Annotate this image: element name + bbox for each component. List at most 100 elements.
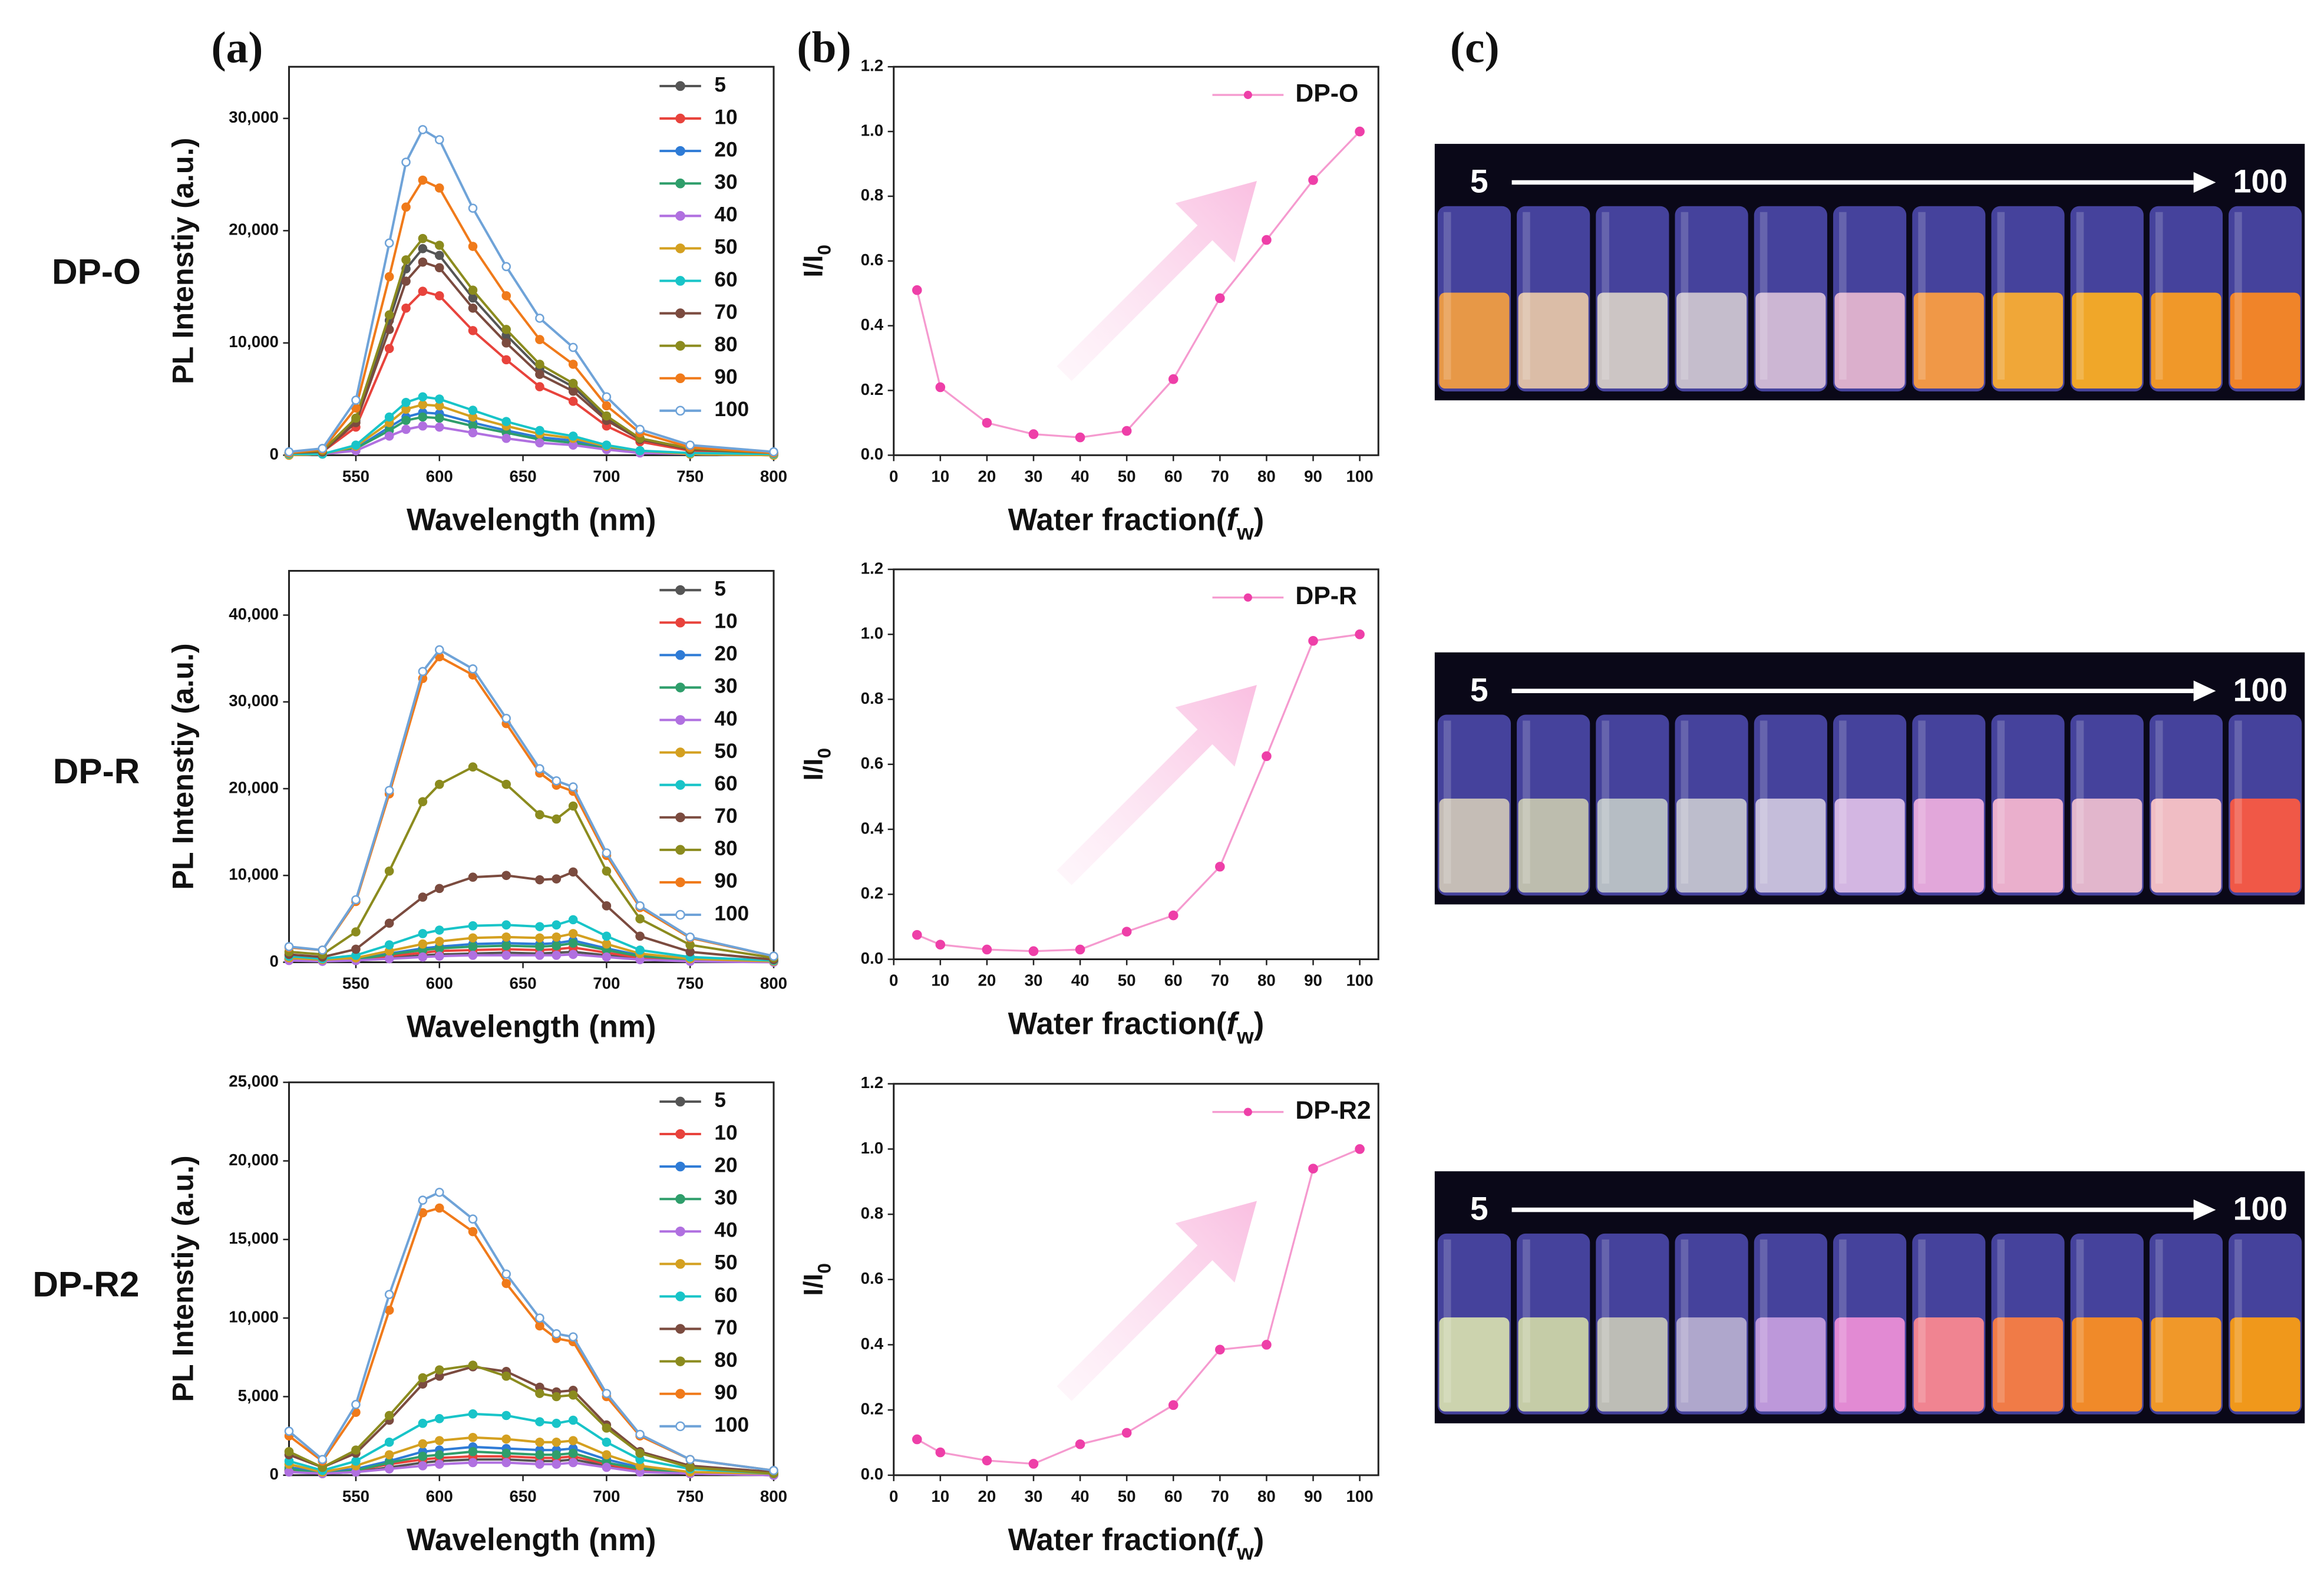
data-point [384,431,394,441]
data-point [384,866,394,876]
x-tick-label: 100 [1346,1487,1374,1505]
x-tick-label: 700 [593,1487,620,1505]
vial-liquid [1992,292,2064,389]
data-point [568,378,578,388]
x-tick-label: 60 [1164,971,1183,990]
x-tick-label: 70 [1211,467,1229,485]
y-tick-label: 10,000 [229,865,279,884]
legend-label: 70 [714,1316,737,1339]
data-point [912,285,922,295]
vial-highlight [1759,1239,1768,1403]
legend-label: 90 [714,869,737,892]
vial-liquid [1518,1317,1589,1412]
y-tick-label: 0.2 [861,884,883,902]
x-tick-label: 800 [760,467,787,485]
plot-frame [893,568,1379,960]
data-point [568,342,578,352]
data-point [685,440,695,450]
legend-marker [675,747,685,757]
data-point [602,411,612,421]
vial-liquid [1992,798,2064,893]
x-tick-label: 550 [342,1487,369,1505]
data-point [535,1389,544,1398]
data-point [468,921,478,931]
data-point [434,884,444,894]
data-point [384,1464,394,1474]
vial-highlight [1602,1239,1609,1403]
data-point [535,1321,544,1331]
vial-highlight [1681,212,1689,380]
data-point [351,1456,361,1466]
data-point [501,950,511,960]
data-point [418,1452,428,1461]
data-point [468,942,478,951]
vial-highlight [1839,212,1847,380]
data-point [501,417,511,426]
legend-marker [1243,593,1252,602]
data-point [384,1290,394,1299]
legend-label: 50 [714,236,737,259]
legend-marker [675,243,685,253]
vial-liquid [2151,798,2221,893]
data-point [635,914,645,924]
legend-label: 60 [714,1284,737,1307]
x-axis-label: Water fraction(fw) [1008,1007,1265,1049]
data-point [434,1188,444,1197]
data-point [552,814,562,824]
legend-marker [675,1161,685,1172]
vial-liquid [1676,1317,1747,1412]
data-point [418,892,428,902]
data-point [401,416,411,426]
data-point [501,338,511,348]
data-point [552,932,562,942]
legend-label: 40 [714,707,737,730]
legend-marker [675,341,685,351]
y-tick-label: 1.2 [861,1073,883,1092]
legend-marker [675,308,685,318]
vial-liquid [1755,1317,1826,1412]
data-point [434,291,444,301]
data-point [769,1466,778,1475]
vial-highlight [2234,720,2242,884]
data-point [468,326,478,335]
data-point [1168,1400,1178,1410]
data-point [418,244,428,253]
data-point [401,303,411,313]
data-point [418,175,428,185]
y-tick-label: 15,000 [229,1229,279,1247]
data-point [602,440,612,450]
vial-highlight [1523,212,1530,380]
legend-label: 10 [714,1121,737,1144]
legend-marker [675,1194,685,1204]
data-point [318,945,328,955]
data-point [552,1450,562,1459]
data-point [602,939,612,949]
data-point [635,945,645,955]
data-point [552,1419,562,1428]
data-point [568,801,578,811]
data-point [468,872,478,882]
x-tick-label: 650 [509,1487,536,1505]
legend-marker [675,715,685,725]
data-point [635,446,645,456]
x-tick-label: 30 [1025,1487,1043,1505]
data-point [1121,1428,1132,1438]
data-point [602,1423,612,1433]
vial-liquid [2230,1317,2300,1412]
data-point [568,1332,578,1342]
legend-marker [675,1324,685,1334]
data-point [552,776,562,786]
x-axis-label: Water fraction(fw) [1008,502,1265,544]
legend-label: 5 [714,577,726,600]
y-tick-label: 20,000 [229,778,279,796]
legend-marker [675,683,685,693]
data-point [1308,175,1318,185]
data-point [501,779,511,789]
data-point [434,645,444,655]
data-point [535,1313,544,1323]
data-point [1075,944,1085,955]
data-point [769,447,778,457]
y-tick-label: 0.2 [861,1399,883,1418]
y-tick-label: 30,000 [229,108,279,126]
vial-highlight [1918,1239,1926,1403]
